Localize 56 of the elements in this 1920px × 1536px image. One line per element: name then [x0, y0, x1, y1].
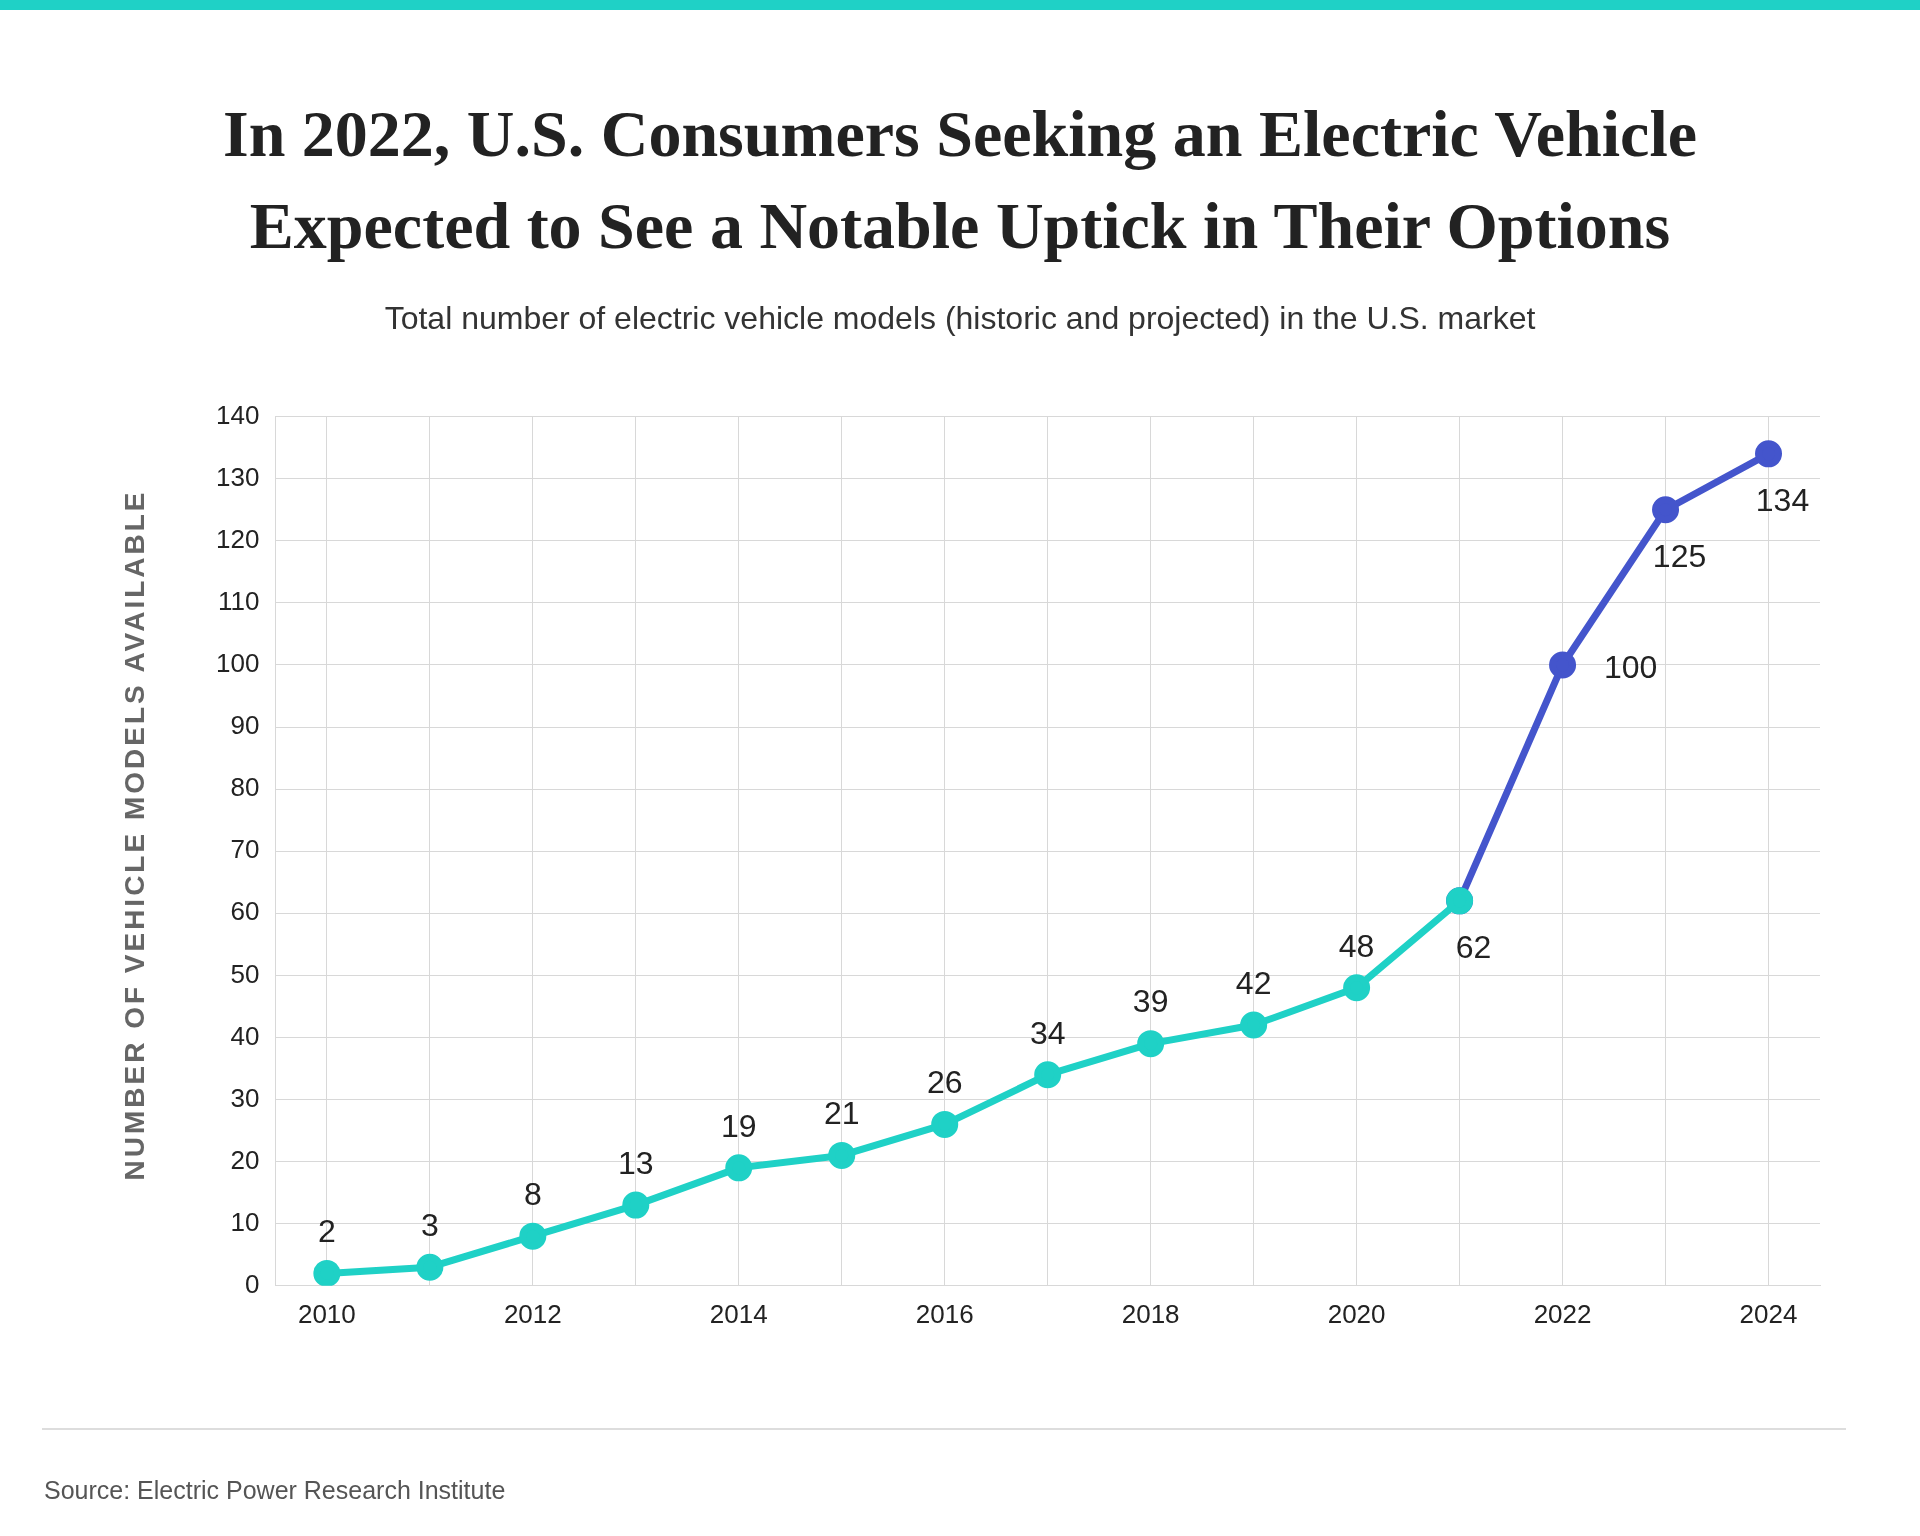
data-label: 19 [720, 1107, 757, 1144]
data-label: 39 [1132, 983, 1169, 1020]
data-label: 21 [823, 1095, 860, 1132]
data-label: 3 [420, 1207, 439, 1243]
point [1137, 1030, 1165, 1058]
point [725, 1154, 753, 1182]
data-label: 26 [926, 1064, 963, 1101]
y-tick-label: 30 [230, 1082, 260, 1113]
y-tick-label: 70 [230, 834, 260, 865]
source-note: Source: Electric Power Research Institute [44, 1476, 506, 1505]
x-tick-label: 2012 [503, 1298, 562, 1329]
point [519, 1222, 547, 1250]
point [1343, 974, 1371, 1002]
y-tick-label: 50 [230, 958, 260, 989]
data-label: 125 [1652, 537, 1707, 574]
point [1034, 1061, 1062, 1089]
point [1755, 440, 1783, 468]
x-tick-label: 2014 [709, 1298, 768, 1329]
y-tick-label: 20 [230, 1144, 260, 1175]
data-label: 8 [523, 1175, 542, 1212]
chart-subtitle: Total number of electric vehicle models (historic and projected) in the U.S. market [383, 300, 1537, 337]
point [1652, 496, 1680, 524]
y-tick-label: 120 [215, 523, 260, 554]
data-label: 42 [1235, 964, 1272, 1001]
data-label: 100 [1603, 648, 1658, 685]
point [622, 1191, 650, 1219]
x-tick-label: 2024 [1739, 1298, 1798, 1329]
data-label: 134 [1755, 481, 1810, 518]
x-tick-label: 2018 [1121, 1298, 1180, 1329]
point [1549, 651, 1577, 679]
data-label: 62 [1455, 928, 1492, 965]
y-tick-label: 110 [217, 586, 260, 617]
point [1240, 1011, 1268, 1039]
y-tick-label: 130 [215, 461, 260, 492]
point [931, 1110, 959, 1138]
y-tick-label: 100 [215, 648, 260, 679]
chart-title: In 2022, U.S. Consumers Seeking an Electric Vehicle Expected to See a Notable Uptick in Their Options [221, 96, 1698, 264]
data-label: 13 [617, 1144, 654, 1181]
data-label: 34 [1029, 1014, 1066, 1051]
y-tick-label: 80 [230, 772, 260, 803]
point [313, 1259, 341, 1286]
x-tick-label: 2010 [297, 1298, 356, 1329]
data-label: 48 [1338, 927, 1375, 964]
point [828, 1141, 856, 1169]
y-tick-label: 0 [244, 1268, 260, 1299]
y-tick-label: 10 [230, 1206, 260, 1237]
x-tick-label: 2020 [1327, 1298, 1386, 1329]
y-tick-label: 60 [230, 896, 260, 927]
x-tick-label: 2022 [1533, 1298, 1592, 1329]
y-axis-title: NUMBER OF VEHICLE MODELS AVAILABLE [119, 489, 151, 1181]
x-tick-label: 2016 [915, 1298, 974, 1329]
data-label: 2 [317, 1213, 336, 1250]
y-tick-label: 40 [230, 1020, 260, 1051]
y-tick-label: 90 [230, 710, 260, 741]
y-tick-label: 140 [215, 399, 260, 430]
point [416, 1253, 444, 1281]
